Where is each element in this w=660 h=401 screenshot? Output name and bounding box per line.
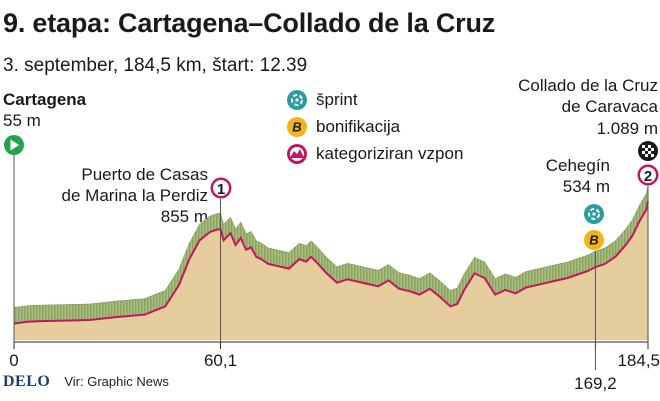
climb1-name-line2: de Marina la Perdiz: [61, 186, 208, 205]
x-tick-label-0: 0: [9, 351, 18, 370]
cehegin-bonus-letter: B: [589, 233, 598, 248]
profile-layer: [13, 185, 649, 340]
legend: šprint B bonifikacija kategoriziran vzpo…: [286, 86, 463, 167]
x-tick-label-1: 60,1: [204, 351, 237, 370]
page-title: 9. etapa: Cartagena–Collado de la Cruz: [3, 8, 496, 38]
finish-category: 2: [644, 168, 652, 185]
legend-item-sprint: šprint: [286, 86, 463, 113]
delo-logo: DELO: [3, 373, 51, 390]
finish-label: Collado de la Cruz de Caravaca: [440, 75, 658, 117]
x-tick-label-3: 184,5: [617, 351, 660, 370]
sprint-icon: [287, 89, 307, 110]
climb1-elevation: 855 m: [160, 207, 208, 226]
legend-item-bonus: B bonifikacija: [286, 113, 463, 140]
footer: DELO Vir: Graphic News: [3, 373, 169, 391]
legend-label-sprint: šprint: [316, 89, 358, 109]
start-place-label: Cartagena 55 m: [3, 89, 86, 131]
finish-name-line2: de Caravaca: [561, 97, 658, 116]
finish-name-line1: Collado de la Cruz: [518, 76, 658, 95]
profile-area: [14, 201, 648, 340]
start-name: Cartagena: [3, 90, 87, 109]
marker-lines: [13, 155, 649, 370]
legend-item-climb: kategoriziran vzpon: [286, 140, 463, 167]
finish-elevation: 1.089 m: [596, 119, 658, 138]
stage-subtitle: 3. september, 184,5 km, štart: 12.39: [3, 55, 308, 76]
x-tick-label-2: 169,2: [574, 374, 617, 393]
cehegin-name: Cehegín: [545, 156, 610, 175]
cehegin-elevation: 534 m: [562, 177, 610, 196]
cehegin-label: Cehegín 534 m: [500, 155, 610, 197]
cehegin-bonus-icon: B: [584, 230, 604, 250]
profile-line: [13, 201, 649, 325]
climb-icon: [287, 143, 307, 164]
climb1-category: 1: [217, 181, 225, 198]
climb1-label: Puerto de Casas de Marina la Perdiz 855 …: [20, 164, 208, 227]
legend-label-bonus: bonifikacija: [316, 116, 401, 136]
finish-flag-icon: [638, 141, 658, 161]
cehegin-sprint-icon: [584, 204, 604, 224]
climb1-name-line1: Puerto de Casas: [81, 165, 208, 184]
source-credit: Vir: Graphic News: [64, 374, 169, 389]
bonus-icon-letter: B: [292, 119, 301, 134]
climb1-marker: 1: [210, 177, 232, 199]
start-marker: [4, 135, 24, 155]
legend-label-climb: kategoriziran vzpon: [316, 143, 464, 163]
finish-climb-marker: 2: [637, 164, 659, 186]
start-elevation: 55 m: [3, 111, 41, 130]
bonus-icon: B: [287, 116, 307, 137]
